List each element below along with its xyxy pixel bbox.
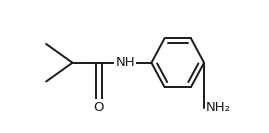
Text: O: O [94,101,104,113]
Text: NH₂: NH₂ [206,101,231,114]
Text: NH: NH [115,56,135,69]
